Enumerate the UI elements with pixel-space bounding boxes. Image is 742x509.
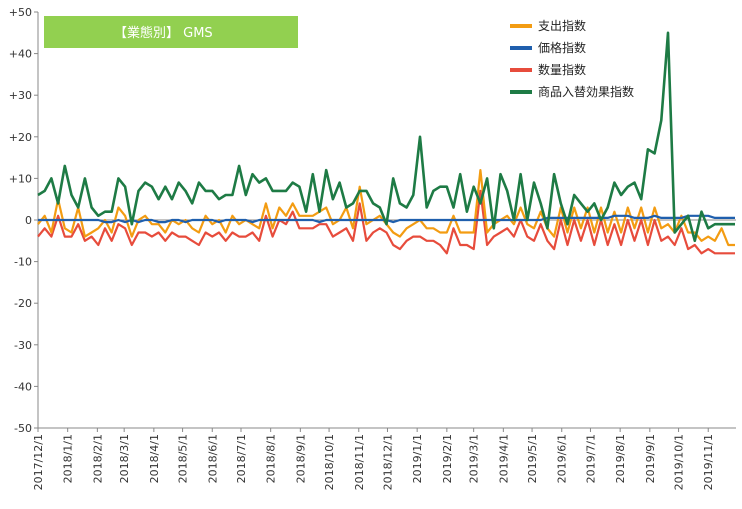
x-tick-label: 2019/7/1 <box>584 434 597 483</box>
y-tick-label: -40 <box>14 380 32 393</box>
x-tick-label: 2018/5/1 <box>177 434 190 483</box>
title-box: 【業態別】 GMS <box>44 16 298 48</box>
x-tick-label: 2018/4/1 <box>148 434 161 483</box>
x-tick-label: 2018/3/1 <box>118 434 131 483</box>
x-tick-label: 2018/8/1 <box>265 434 278 483</box>
x-tick-label: 2019/5/1 <box>526 434 539 483</box>
x-tick-label: 2019/11/1 <box>702 434 715 490</box>
x-tick-label: 2019/4/1 <box>497 434 510 483</box>
y-tick-label: +20 <box>9 131 32 144</box>
x-tick-label: 2018/9/1 <box>294 434 307 483</box>
series-line-2 <box>37 189 735 255</box>
x-tick-label: 2019/3/1 <box>468 434 481 483</box>
legend-label: 商品入替効果指数 <box>538 84 634 99</box>
x-tick-label: 2018/12/1 <box>381 434 394 490</box>
chart-title: 【業態別】 GMS <box>114 25 213 41</box>
y-tick-label: -50 <box>14 422 32 435</box>
y-tick-label: +10 <box>9 172 32 185</box>
y-tick-label: 0 <box>25 214 32 227</box>
x-tick-label: 2017/12/1 <box>32 434 45 490</box>
axes: +50 +40 +30 +20 +10 0 -10 -20 -30 -40 -502017/12/1… <box>9 6 736 490</box>
x-tick-label: 2018/6/1 <box>206 434 219 483</box>
x-tick-label: 2018/10/1 <box>323 434 336 490</box>
y-tick-label: -10 <box>14 256 32 269</box>
x-tick-label: 2019/2/1 <box>441 434 454 483</box>
series-line-3 <box>37 31 735 243</box>
x-tick-label: 2018/11/1 <box>353 434 366 490</box>
x-tick-label: 2019/8/1 <box>614 434 627 483</box>
series-layer <box>37 31 735 255</box>
x-tick-label: 2019/6/1 <box>556 434 569 483</box>
y-tick-label: +40 <box>9 48 32 61</box>
y-tick-label: +50 <box>9 6 32 19</box>
legend-label: 数量指数 <box>538 62 586 77</box>
x-tick-label: 2019/9/1 <box>644 434 657 483</box>
x-tick-label: 2018/2/1 <box>91 434 104 483</box>
x-tick-label: 2018/1/1 <box>62 434 75 483</box>
y-tick-label: -20 <box>14 297 32 310</box>
y-tick-label: +30 <box>9 89 32 102</box>
legend-label: 支出指数 <box>538 18 586 33</box>
y-tick-label: -30 <box>14 339 32 352</box>
x-tick-label: 2018/7/1 <box>235 434 248 483</box>
title-box-background <box>44 16 298 48</box>
x-tick-label: 2019/1/1 <box>411 434 424 483</box>
legend-label: 価格指数 <box>538 40 586 55</box>
x-tick-label: 2019/10/1 <box>673 434 686 490</box>
